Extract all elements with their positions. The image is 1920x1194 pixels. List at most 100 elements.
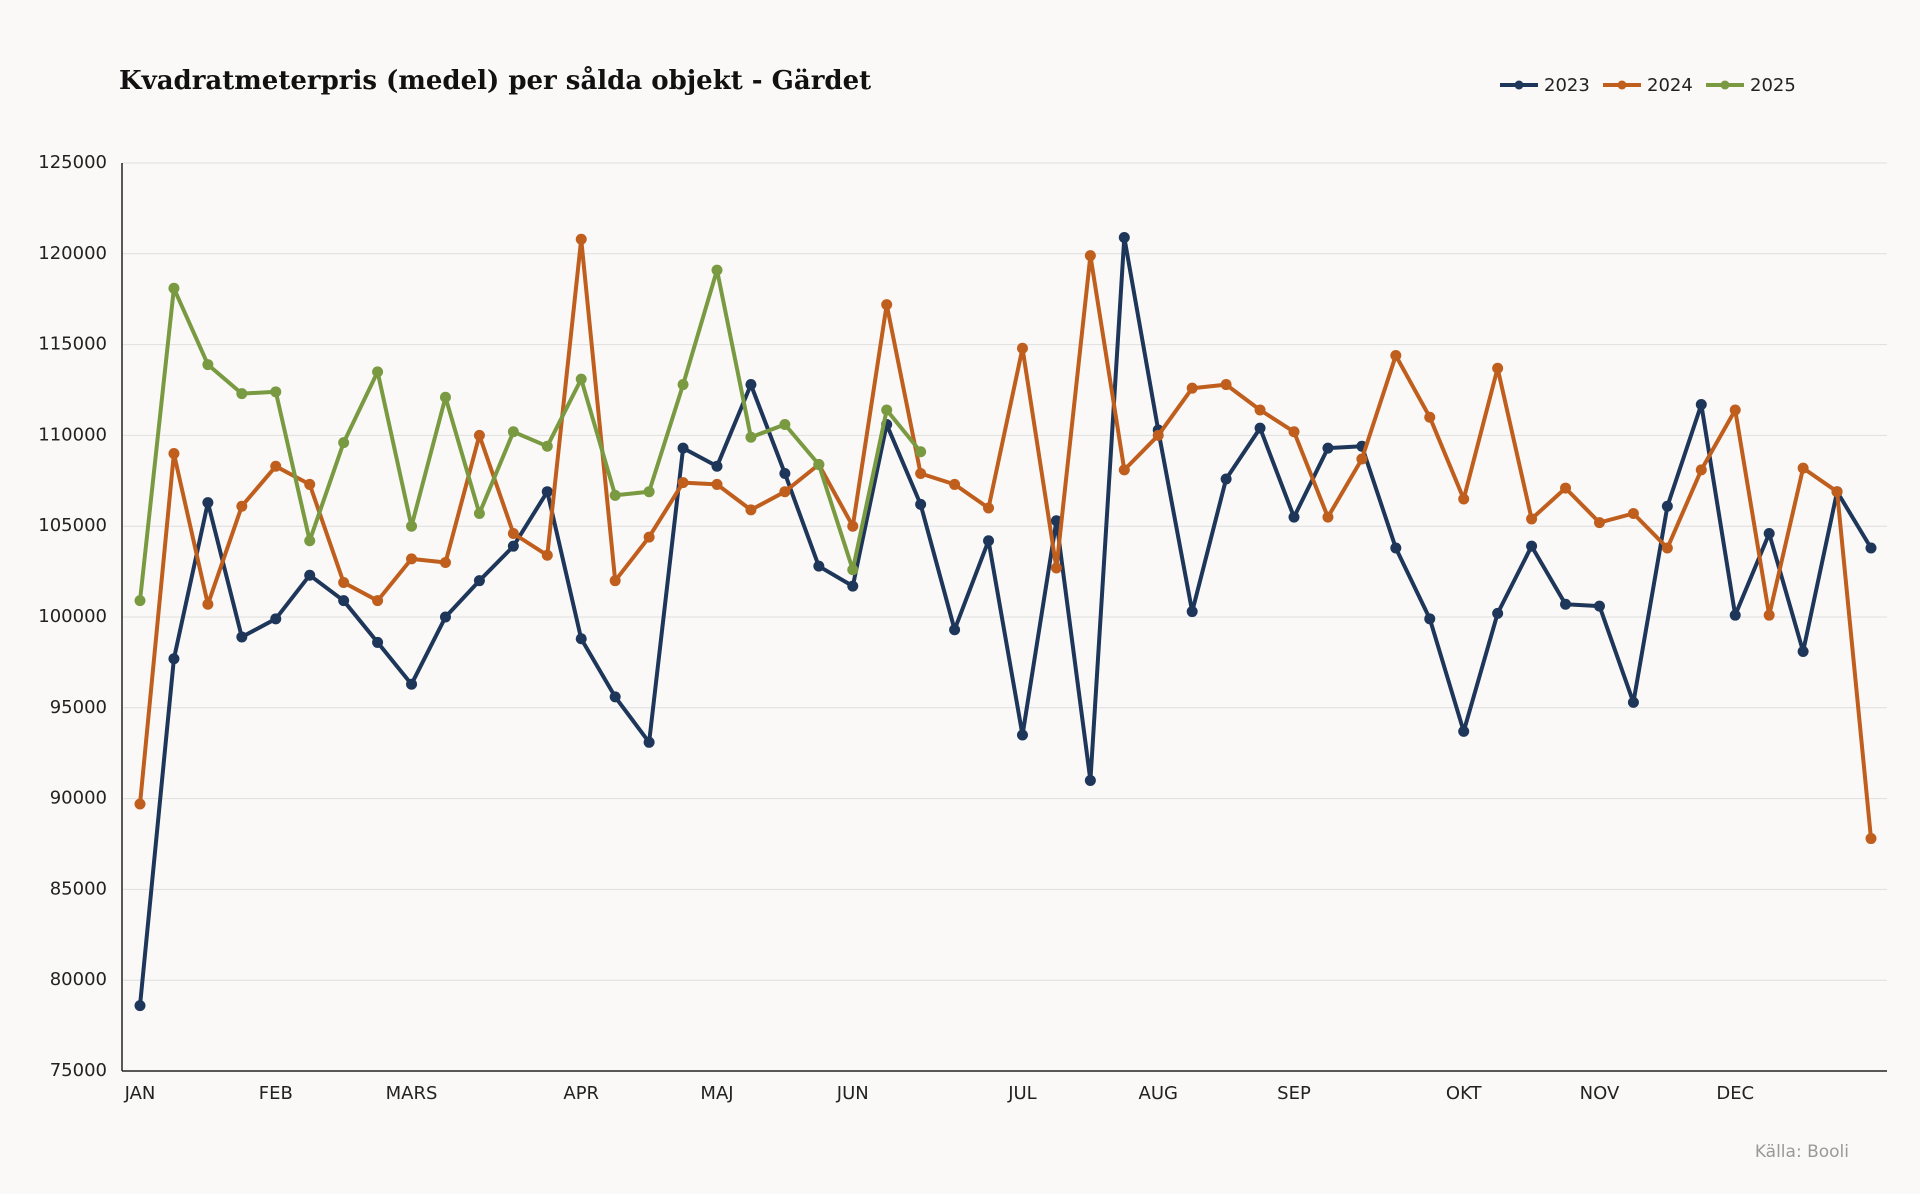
data-point (168, 653, 180, 665)
legend-dot (1514, 80, 1524, 90)
y-tick-label: 125000 (38, 152, 107, 173)
data-point (949, 478, 961, 490)
data-point (847, 564, 859, 576)
data-point (304, 478, 316, 490)
data-point (1322, 442, 1334, 454)
x-tick-label: OKT (1446, 1083, 1483, 1104)
data-point (406, 520, 418, 532)
data-point (236, 631, 248, 643)
x-tick-label: SEP (1277, 1083, 1311, 1104)
data-point (202, 497, 214, 509)
data-point (779, 419, 791, 431)
data-point (1492, 362, 1504, 374)
data-point (1390, 349, 1402, 361)
data-point (643, 531, 655, 543)
data-point (1288, 426, 1300, 438)
data-point (1797, 646, 1809, 658)
data-point (1084, 774, 1096, 786)
x-tick-label: APR (563, 1083, 599, 1104)
data-point (439, 557, 451, 569)
x-tick-label: AUG (1139, 1083, 1178, 1104)
data-point (1458, 493, 1470, 505)
y-tick-label: 80000 (50, 969, 107, 990)
data-point (643, 736, 655, 748)
data-point (1627, 507, 1639, 519)
data-point (779, 468, 791, 480)
data-point (983, 502, 995, 514)
data-point (915, 468, 927, 480)
data-point (609, 489, 621, 501)
data-point (779, 486, 791, 498)
data-point (609, 691, 621, 703)
data-point (1661, 542, 1673, 554)
data-point (609, 575, 621, 587)
data-point (1763, 527, 1775, 539)
data-point (1492, 607, 1504, 619)
data-point (1050, 562, 1062, 574)
data-point (439, 611, 451, 623)
data-point (236, 388, 248, 400)
data-point (1865, 542, 1877, 554)
data-point (1627, 696, 1639, 708)
data-point (1254, 404, 1266, 416)
legend-dot (1617, 80, 1627, 90)
x-tick-label: MAJ (700, 1083, 733, 1104)
data-point (643, 486, 655, 498)
data-point (1356, 453, 1368, 465)
data-point (1593, 517, 1605, 529)
data-point (1118, 464, 1130, 476)
data-point (1016, 729, 1028, 741)
data-point (1288, 511, 1300, 523)
x-tick-label: DEC (1716, 1083, 1754, 1104)
y-tick-label: 95000 (50, 697, 107, 718)
y-tick-label: 75000 (50, 1060, 107, 1081)
data-point (1831, 486, 1843, 498)
x-tick-label: JAN (124, 1083, 156, 1104)
data-point (541, 486, 553, 498)
data-point (1695, 399, 1707, 411)
data-point (1593, 600, 1605, 612)
data-point (677, 477, 689, 489)
data-point (507, 527, 519, 539)
data-point (202, 359, 214, 371)
legend-dot (1720, 80, 1730, 90)
source: Källa: Booli (1755, 1142, 1849, 1162)
x-tick-label: NOV (1580, 1083, 1620, 1104)
data-point (1526, 540, 1538, 552)
data-point (304, 535, 316, 547)
data-point (1050, 515, 1062, 527)
data-point (1390, 542, 1402, 554)
series-line (138, 268, 923, 601)
data-point (1560, 598, 1572, 610)
data-point (983, 535, 995, 547)
data-point (1729, 404, 1741, 416)
data-point (1424, 613, 1436, 625)
data-point (745, 504, 757, 516)
data-point (881, 404, 893, 416)
data-point (1152, 429, 1164, 441)
data-point (134, 595, 146, 607)
series-line (138, 235, 1873, 1006)
data-point (372, 636, 384, 648)
data-point (1084, 250, 1096, 262)
data-point (372, 366, 384, 378)
x-tick-label: JUL (1007, 1083, 1037, 1104)
data-point (236, 500, 248, 512)
x-tick-label: FEB (259, 1083, 293, 1104)
data-point (1526, 513, 1538, 525)
data-point (711, 478, 723, 490)
data-point (949, 624, 961, 636)
data-point (1322, 511, 1334, 523)
data-point (507, 540, 519, 552)
data-point (745, 379, 757, 391)
data-point (847, 520, 859, 532)
data-point (473, 507, 485, 519)
data-point (1220, 379, 1232, 391)
data-point (372, 595, 384, 607)
data-point (541, 549, 553, 561)
data-point (406, 678, 418, 690)
data-point (1695, 464, 1707, 476)
chart-title: Kvadratmeterpris (medel) per sålda objek… (119, 65, 871, 96)
data-point (1016, 342, 1028, 354)
